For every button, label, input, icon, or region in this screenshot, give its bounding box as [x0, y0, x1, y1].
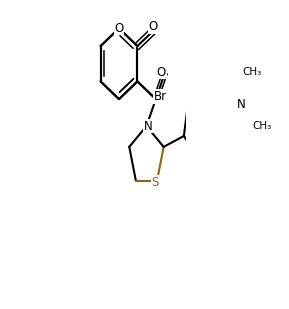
Text: O: O [114, 22, 124, 35]
Text: S: S [151, 176, 159, 188]
Text: N: N [143, 120, 152, 133]
Text: Br: Br [153, 90, 167, 103]
Text: O: O [149, 20, 158, 33]
Text: CH₃: CH₃ [253, 121, 272, 131]
Text: O: O [157, 66, 166, 79]
Text: N: N [237, 98, 246, 111]
Text: CH₃: CH₃ [242, 67, 262, 78]
